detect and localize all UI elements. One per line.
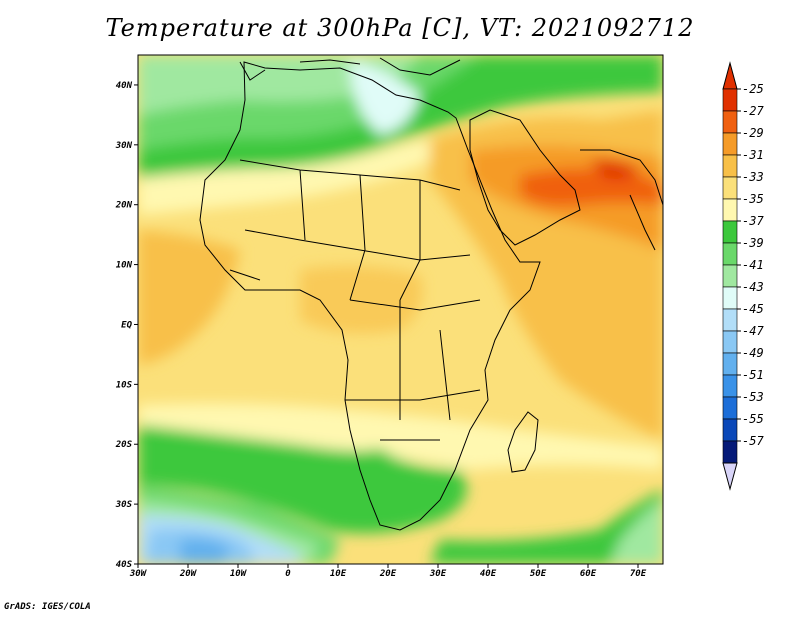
colorbar-label: -31 [742, 148, 764, 162]
colorbar-swatch [722, 418, 738, 442]
lon-tick-label: 0 [285, 569, 291, 579]
lat-tick-label: 40S [116, 560, 133, 570]
colorbar-swatch [722, 264, 738, 288]
lat-tick-label: 40N [116, 81, 133, 91]
colorbar-label: -55 [742, 412, 764, 426]
colorbar-label: -57 [742, 434, 764, 448]
longitude-axis: 30W 20W 10W 0 10E 20E 30E 40E 50E 60E 70E [129, 564, 647, 579]
colorbar-swatch [722, 110, 738, 134]
colorbar-swatch [722, 88, 738, 112]
colorbar-label: -41 [742, 258, 764, 272]
colorbar-swatch [722, 242, 738, 266]
colorbar-label: -39 [742, 236, 764, 250]
lon-tick-label: 20W [179, 569, 198, 579]
colorbar-swatch [722, 176, 738, 200]
colorbar-swatch [722, 308, 738, 332]
colorbar-label: -25 [742, 82, 764, 96]
lat-tick-label: 20S [115, 440, 133, 450]
colorbar-label: -43 [742, 280, 764, 294]
lon-tick-label: 10W [230, 569, 248, 579]
colorbar-label: -29 [742, 126, 764, 140]
colorbar-label: -27 [742, 104, 764, 118]
map-frame [137, 54, 664, 565]
colorbar-swatch [722, 352, 738, 376]
colorbar-swatch [722, 330, 738, 354]
colorbar-swatch [722, 220, 738, 244]
colorbar-label: -47 [742, 324, 764, 338]
colorbar-swatch [722, 198, 738, 222]
lat-tick-label: 20N [115, 201, 133, 211]
lat-tick-label: 30S [115, 500, 133, 510]
lon-tick-label: 20E [379, 569, 397, 579]
colorbar-top-arrow [722, 61, 738, 90]
colorbar-label: -35 [742, 192, 764, 206]
colorbar-bottom-arrow [722, 462, 738, 491]
colorbar-swatch [722, 154, 738, 178]
lat-tick-label: 30N [115, 141, 133, 151]
colorbar-label: -49 [742, 346, 764, 360]
colorbar-swatch [722, 286, 738, 310]
lon-tick-label: 60E [580, 569, 597, 579]
colorbar-label: -53 [742, 390, 764, 404]
lat-tick-label: 10N [116, 261, 133, 271]
lat-tick-label: EQ [121, 320, 132, 330]
map-title: Temperature at 300hPa [C], VT: 202109271… [105, 14, 695, 42]
lat-tick-label: 10S [116, 380, 133, 390]
lon-tick-label: 70E [630, 569, 647, 579]
lon-tick-label: 40E [480, 569, 497, 579]
colorbar-swatch [722, 396, 738, 420]
colorbar-label: -45 [742, 302, 764, 316]
colorbar-label: -51 [742, 368, 764, 382]
lon-tick-label: 30E [429, 569, 447, 579]
credit-text: GrADS: IGES/COLA [4, 602, 91, 612]
lon-tick-label: 10E [330, 569, 347, 579]
colorbar-label: -37 [742, 214, 764, 228]
colorbar: -25 -27 -29 -31 -33 -35 -37 -39 -41 -43 -45 -47 -49 -… [722, 61, 764, 491]
lon-tick-label: 30W [129, 569, 148, 579]
latitude-axis: 40N 30N 20N 10N EQ 10S 20S 30S 40S [115, 81, 138, 570]
colorbar-swatch [722, 132, 738, 156]
colorbar-swatch [722, 440, 738, 464]
lon-tick-label: 50E [530, 569, 547, 579]
colorbar-swatch [722, 374, 738, 398]
colorbar-label: -33 [742, 170, 764, 184]
coastlines [199, 57, 663, 531]
